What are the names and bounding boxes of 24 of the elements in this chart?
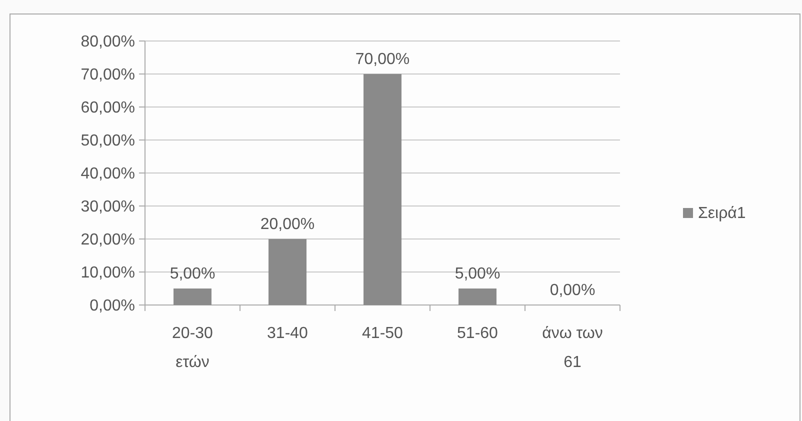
bar — [458, 288, 496, 305]
y-tick-label: 50,00% — [80, 132, 135, 150]
data-label: 70,00% — [355, 51, 410, 68]
y-tick-label: 70,00% — [80, 66, 135, 84]
y-tick-label: 10,00% — [80, 264, 135, 282]
y-tick-label: 60,00% — [80, 100, 135, 117]
x-tick-label: 31-40 — [267, 325, 308, 342]
x-tick-label: άνω των 61 — [542, 325, 603, 371]
data-label: 0,00% — [550, 282, 596, 299]
y-tick-label: 0,00% — [90, 298, 135, 315]
y-tick-label: 20,00% — [80, 232, 135, 249]
data-label: 20,00% — [260, 216, 315, 233]
data-label: 5,00% — [170, 266, 216, 282]
y-tick-label: 40,00% — [80, 166, 135, 183]
bar — [364, 74, 402, 305]
legend-label: Σειρά1 — [698, 205, 746, 222]
x-tick-label: 41-50 — [362, 325, 404, 342]
y-tick-label: 30,00% — [80, 198, 135, 216]
x-tick-label: 20-30 ετών — [172, 325, 214, 371]
bar — [268, 239, 306, 305]
x-tick-label: 51-60 — [457, 325, 498, 342]
bar — [174, 288, 212, 305]
y-tick-label: 80,00% — [80, 34, 135, 51]
data-label: 5,00% — [454, 266, 500, 282]
